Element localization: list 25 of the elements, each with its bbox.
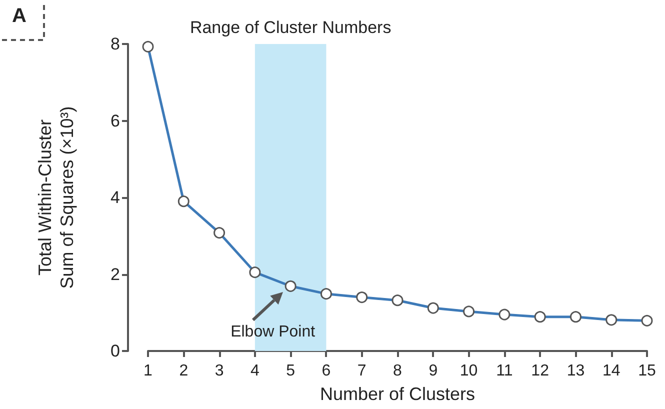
band-label: Range of Cluster Numbers bbox=[190, 18, 392, 37]
x-tick-label: 15 bbox=[638, 362, 656, 380]
y-tick-label: 8 bbox=[110, 34, 120, 54]
x-tick-label: 12 bbox=[531, 362, 550, 380]
x-tick-label: 4 bbox=[250, 362, 260, 380]
x-tick-label: 8 bbox=[393, 362, 402, 380]
x-tick-label: 6 bbox=[322, 362, 331, 380]
y-tick-label: 6 bbox=[110, 111, 120, 130]
x-tick-label: 14 bbox=[602, 362, 620, 380]
y-axis-title: Total Within-Cluster Sum of Squares (×10³) bbox=[35, 106, 77, 289]
x-tick-label: 9 bbox=[428, 362, 438, 380]
y-tick-label: 0 bbox=[110, 342, 120, 360]
y-tick-label: 4 bbox=[110, 188, 120, 207]
x-tick-label: 1 bbox=[144, 362, 153, 380]
x-tick-label: 7 bbox=[357, 362, 366, 380]
x-tick-label: 2 bbox=[179, 362, 188, 380]
x-tick-label: 13 bbox=[566, 362, 585, 380]
y-tick-label: 2 bbox=[110, 264, 120, 284]
x-tick-label: 3 bbox=[214, 362, 224, 380]
x-tick-label: 11 bbox=[496, 362, 513, 380]
text: A bbox=[12, 5, 26, 27]
x-axis-title: Number of Clusters bbox=[320, 384, 476, 404]
annotation: Elbow Point bbox=[230, 324, 316, 341]
x-tick-label: 10 bbox=[460, 362, 478, 380]
x-tick-label: 5 bbox=[286, 362, 296, 380]
